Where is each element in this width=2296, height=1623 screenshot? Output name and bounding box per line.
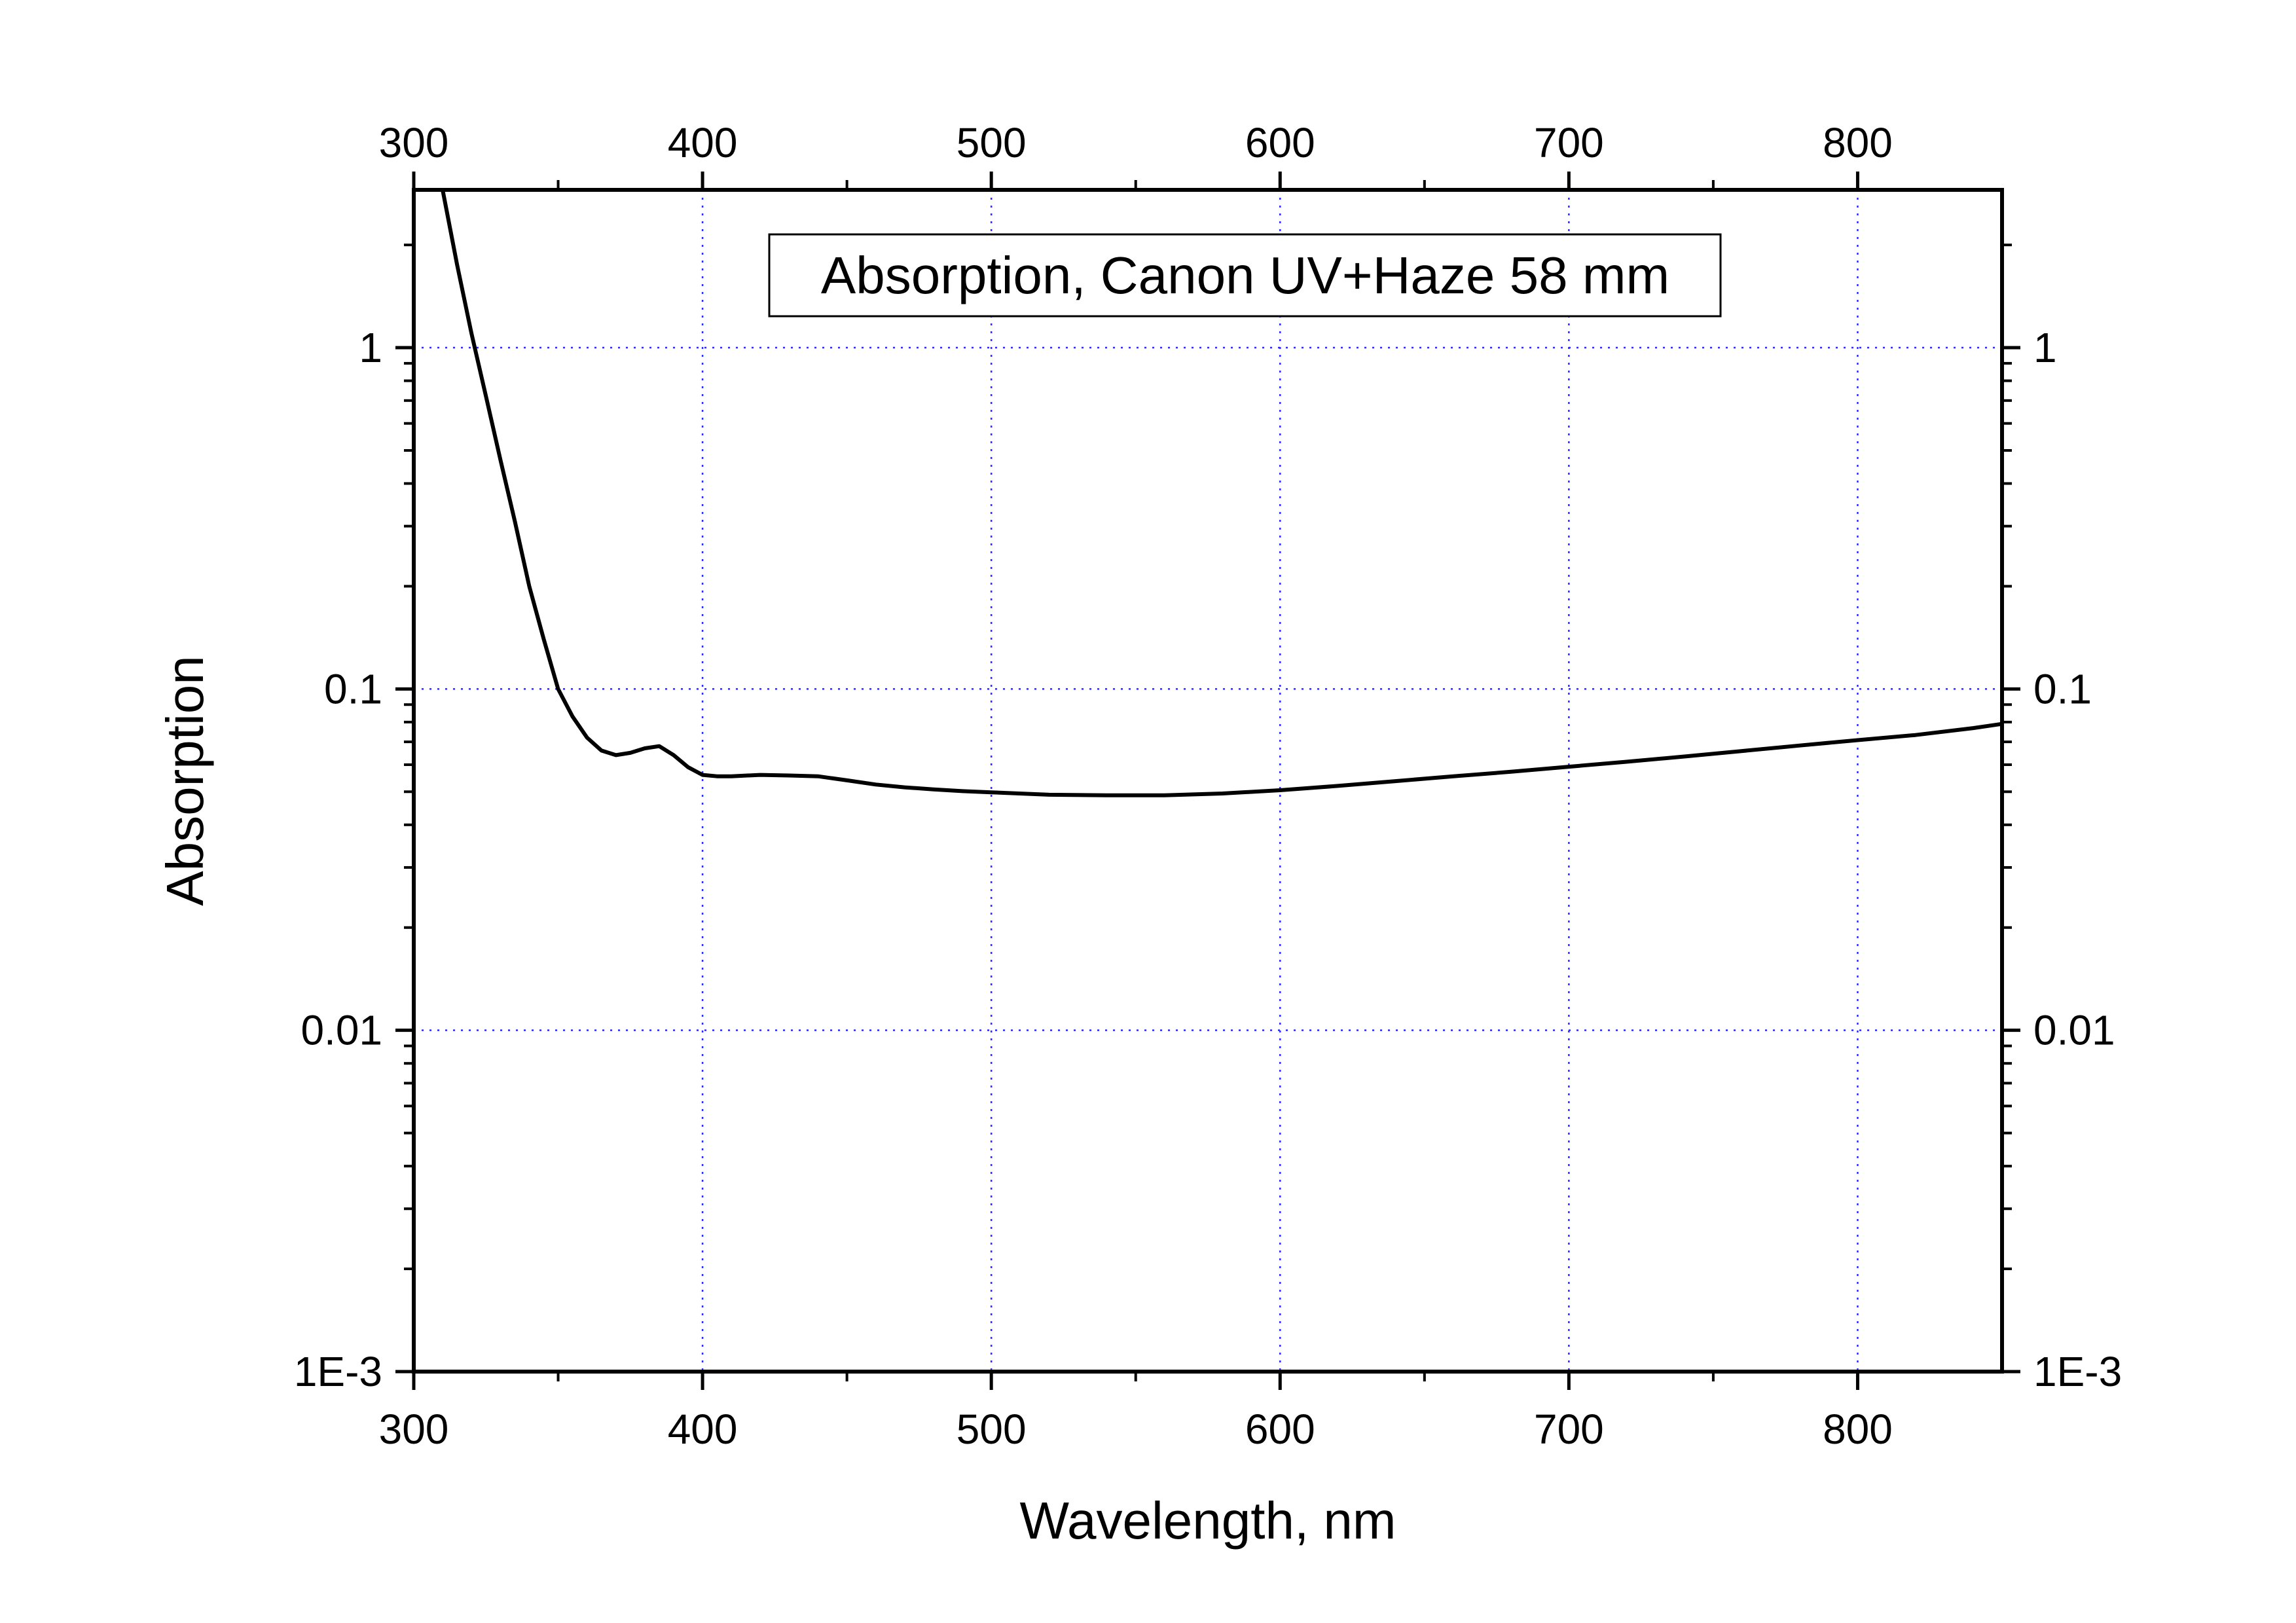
x-tick-label-bottom: 400 xyxy=(668,1406,738,1453)
x-tick-label-bottom: 500 xyxy=(957,1406,1027,1453)
x-tick-label-top: 400 xyxy=(668,119,738,166)
x-tick-label-top: 600 xyxy=(1245,119,1315,166)
x-tick-label-bottom: 800 xyxy=(1823,1406,1893,1453)
x-tick-label-top: 800 xyxy=(1823,119,1893,166)
y-tick-label-right: 1 xyxy=(2033,324,2057,371)
legend-box xyxy=(768,233,1722,318)
legend: Absorption, Canon UV+Haze 58 mm xyxy=(768,233,1722,318)
x-tick-label-top: 300 xyxy=(379,119,449,166)
series-layer xyxy=(441,189,2003,797)
x-tick-label-top: 700 xyxy=(1534,119,1604,166)
plot-frame xyxy=(412,188,2004,1374)
tick-layer xyxy=(395,172,2020,1390)
legend-label: Absorption, Canon UV+Haze 58 mm xyxy=(821,246,1669,304)
y-axis-title: Absorption xyxy=(156,655,214,905)
x-tick-label-bottom: 300 xyxy=(379,1406,449,1453)
series-line xyxy=(441,189,2003,797)
y-tick-label-right: 0.1 xyxy=(2033,665,2092,712)
y-tick-label-left: 1E-3 xyxy=(294,1348,382,1395)
x-tick-label-bottom: 600 xyxy=(1245,1406,1315,1453)
grid-layer xyxy=(414,190,2002,1372)
label-layer: 300 300 400 400 500 500 600 600 700 700 800 800 1E-3… xyxy=(294,119,2122,1453)
y-tick-label-left: 1 xyxy=(359,324,382,371)
y-tick-label-left: 0.1 xyxy=(324,665,382,712)
y-tick-label-right: 0.01 xyxy=(2033,1007,2115,1054)
x-axis-title: Wavelength, nm xyxy=(1019,1491,1396,1550)
y-tick-label-left: 0.01 xyxy=(301,1007,382,1054)
y-tick-label-right: 1E-3 xyxy=(2033,1348,2122,1395)
x-tick-label-bottom: 700 xyxy=(1534,1406,1604,1453)
x-tick-label-top: 500 xyxy=(957,119,1027,166)
